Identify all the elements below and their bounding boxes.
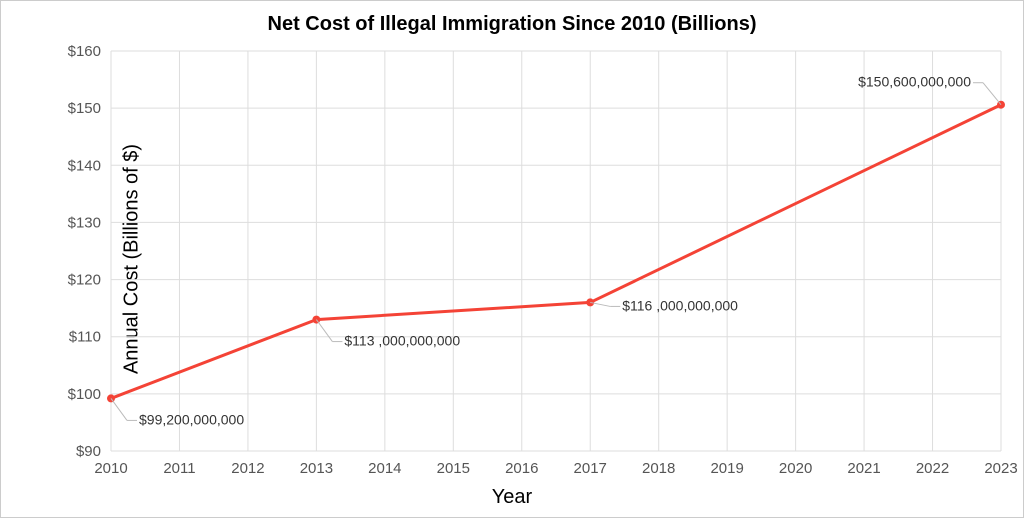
svg-text:$150,600,000,000: $150,600,000,000 xyxy=(858,74,971,90)
svg-text:$130: $130 xyxy=(68,214,101,231)
series-line xyxy=(111,105,1001,399)
svg-text:2019: 2019 xyxy=(710,460,743,477)
svg-text:2010: 2010 xyxy=(94,460,127,477)
svg-text:$90: $90 xyxy=(76,443,101,460)
data-annotation: $99,200,000,000 xyxy=(111,398,244,427)
svg-text:$150: $150 xyxy=(68,100,101,117)
data-annotation: $116 ,000,000,000 xyxy=(590,297,738,313)
chart-frame: Net Cost of Illegal Immigration Since 20… xyxy=(0,0,1024,518)
svg-text:$113 ,000,000,000: $113 ,000,000,000 xyxy=(344,333,460,349)
svg-text:2011: 2011 xyxy=(163,460,195,477)
data-annotation: $113 ,000,000,000 xyxy=(316,320,460,349)
data-annotation: $150,600,000,000 xyxy=(858,74,1001,105)
svg-text:2012: 2012 xyxy=(231,460,264,477)
y-ticks: $90 $100 $110 $120 $130 $140 $150 $160 xyxy=(68,43,101,460)
svg-text:2021: 2021 xyxy=(847,460,880,477)
chart-svg: $90$100$110$120$130$140$150$160201020112… xyxy=(1,1,1024,519)
svg-text:$116 ,000,000,000: $116 ,000,000,000 xyxy=(622,297,738,313)
svg-text:$120: $120 xyxy=(68,272,101,289)
svg-text:2023: 2023 xyxy=(984,460,1017,477)
svg-text:2018: 2018 xyxy=(642,460,675,477)
svg-text:2020: 2020 xyxy=(779,460,812,477)
svg-text:2022: 2022 xyxy=(916,460,949,477)
svg-text:2017: 2017 xyxy=(574,460,607,477)
svg-text:2016: 2016 xyxy=(505,460,538,477)
svg-text:2013: 2013 xyxy=(300,460,333,477)
svg-text:$140: $140 xyxy=(68,157,101,174)
svg-text:$160: $160 xyxy=(68,43,101,60)
svg-text:$100: $100 xyxy=(68,386,101,403)
svg-text:2014: 2014 xyxy=(368,460,401,477)
gridlines xyxy=(111,51,1001,451)
svg-text:$99,200,000,000: $99,200,000,000 xyxy=(139,411,244,427)
svg-text:2015: 2015 xyxy=(437,460,470,477)
svg-text:$110: $110 xyxy=(69,329,101,346)
x-ticks: 2010 2011 2012 2013 2014 2015 2016 2017 2018 2019… xyxy=(94,460,1017,477)
